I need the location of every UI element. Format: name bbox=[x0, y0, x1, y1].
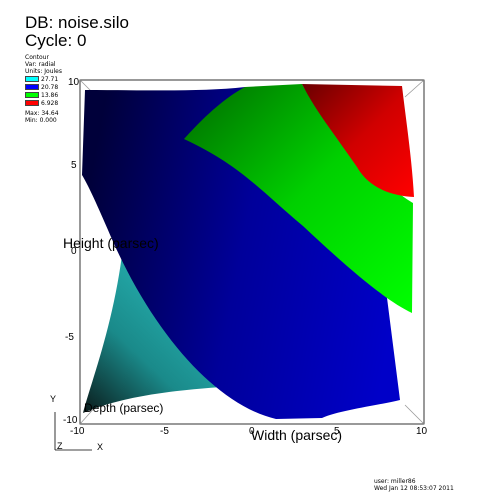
x-tick-label: 10 bbox=[416, 426, 428, 437]
contour-surface-blue bbox=[82, 87, 400, 419]
user-name: user: miller86 bbox=[374, 478, 416, 485]
legend-level-value: 6.928 bbox=[41, 100, 59, 107]
user-info: user: miller86 Wed Jan 12 08:53:07 2011 bbox=[374, 478, 454, 492]
x-tick-label: -5 bbox=[160, 426, 169, 437]
y-axis: -10 -5 0 5 10 Height (parsec) bbox=[63, 77, 159, 426]
y-tick-label: 10 bbox=[68, 77, 80, 88]
legend-level-value: 27.71 bbox=[41, 76, 59, 83]
x-tick-label: 0 bbox=[249, 426, 255, 437]
x-tick-label: -10 bbox=[70, 426, 85, 437]
legend-var: Var: radial bbox=[25, 61, 56, 68]
legend-min: Min: 0.000 bbox=[25, 117, 57, 124]
y-tick-label: -10 bbox=[63, 415, 78, 426]
y-tick-label: -5 bbox=[65, 332, 74, 343]
database-title: DB: noise.silo bbox=[25, 13, 129, 32]
legend-swatch bbox=[25, 76, 39, 82]
legend-swatch bbox=[25, 92, 39, 98]
legend-swatch bbox=[25, 100, 39, 106]
legend-level-value: 13.86 bbox=[41, 92, 59, 99]
y-tick-label: 5 bbox=[71, 160, 77, 171]
contour-surface-red bbox=[302, 84, 414, 197]
legend-plot-type: Contour bbox=[25, 54, 49, 61]
triad-x-label: X bbox=[97, 442, 103, 452]
triad-y-label: Y bbox=[50, 394, 56, 404]
cycle-label: Cycle: 0 bbox=[25, 31, 87, 50]
z-axis-label: Depth (parsec) bbox=[84, 401, 163, 415]
legend-level-value: 20.78 bbox=[41, 84, 59, 91]
timestamp: Wed Jan 12 08:53:07 2011 bbox=[374, 485, 454, 492]
x-axis: -10 -5 0 5 10 Width (parsec) bbox=[70, 426, 428, 443]
y-axis-label: Height (parsec) bbox=[63, 235, 159, 251]
legend-max: Max: 34.64 bbox=[25, 110, 59, 117]
axis-triad: Y X Z bbox=[50, 394, 103, 452]
legend-units: Units: Joules bbox=[25, 68, 62, 75]
triad-z-label: Z bbox=[57, 441, 63, 451]
bounding-box bbox=[79, 79, 425, 425]
x-axis-label: Width (parsec) bbox=[251, 427, 342, 443]
contour-surface-green bbox=[184, 84, 413, 313]
legend-swatch bbox=[25, 84, 39, 90]
y-tick-label: 0 bbox=[71, 246, 77, 257]
x-tick-label: 5 bbox=[334, 426, 340, 437]
